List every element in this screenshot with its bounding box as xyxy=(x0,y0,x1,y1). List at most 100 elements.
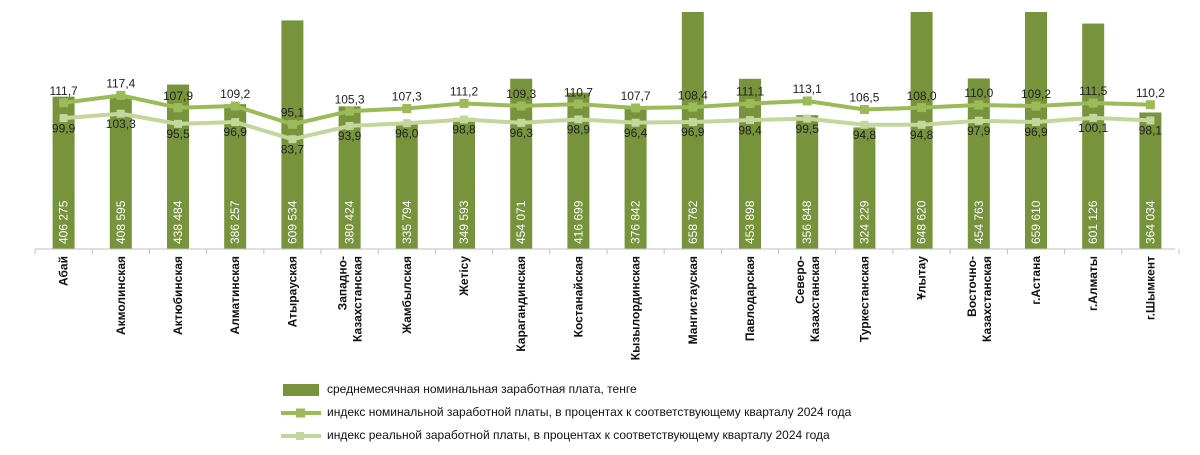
bar-value-label: 416 699 xyxy=(571,200,585,244)
category-label: Абай xyxy=(57,256,71,286)
real-index-label: 99,5 xyxy=(796,122,820,136)
real-index-label: 98,1 xyxy=(1139,124,1163,138)
category-label: Жамбылская xyxy=(400,256,414,335)
series-line xyxy=(63,93,1151,127)
series-marker xyxy=(1145,100,1155,110)
nominal-index-label: 110,7 xyxy=(564,85,593,99)
bar-value-label: 658 762 xyxy=(686,200,700,244)
bar-value-label: 453 898 xyxy=(743,200,757,244)
series-marker xyxy=(917,103,927,113)
real-index-label: 98,8 xyxy=(452,123,476,137)
series-marker xyxy=(230,101,240,111)
category-label: Казахстанская xyxy=(980,256,994,342)
series-marker xyxy=(402,104,412,114)
legend-label: среднемесячная номинальная заработная пл… xyxy=(327,382,637,396)
category-label: Карагандинская xyxy=(514,256,528,352)
real-index-label: 98,9 xyxy=(567,123,591,137)
series-marker xyxy=(345,121,354,130)
series-marker xyxy=(974,100,984,110)
series-marker xyxy=(116,109,125,118)
series-marker xyxy=(287,119,297,129)
real-index-label: 97,9 xyxy=(967,124,991,138)
bar xyxy=(338,106,361,249)
series-marker xyxy=(1032,118,1040,127)
real-index-label: 94,8 xyxy=(910,128,934,142)
bar-value-label: 408 595 xyxy=(114,200,128,244)
nominal-index-label: 105,3 xyxy=(335,92,365,106)
bar xyxy=(1025,12,1047,249)
real-index-label: 94,8 xyxy=(853,128,877,142)
real-index-label: 96,4 xyxy=(624,126,648,140)
bar xyxy=(167,84,189,249)
real-index-label: 96,0 xyxy=(395,126,419,140)
series-marker xyxy=(1089,113,1098,122)
category-label: Мангистауская xyxy=(686,256,700,344)
nominal-index-label: 109,2 xyxy=(220,87,250,101)
category-label: Туркестанская xyxy=(857,256,871,342)
series-marker xyxy=(746,116,754,125)
bars-layer xyxy=(52,12,1162,250)
nominal-index-label: 95,1 xyxy=(281,106,305,120)
series-marker xyxy=(345,106,355,116)
category-label: Кызылординская xyxy=(629,256,643,360)
series-marker xyxy=(574,115,583,124)
bar-value-label: 380 424 xyxy=(343,200,357,244)
category-label: Казахстанская xyxy=(351,256,365,342)
category-label: Алматинская xyxy=(228,256,242,335)
bar-value-label: 454 071 xyxy=(514,200,528,244)
series-marker xyxy=(517,118,526,127)
bar-value-label: 659 610 xyxy=(1029,200,1043,244)
nominal-index-label: 108,4 xyxy=(678,88,708,102)
category-label: г.Шымкент xyxy=(1143,256,1157,320)
nominal-index-label: 106,5 xyxy=(849,91,879,105)
x-axis-ticks xyxy=(34,249,1180,254)
nominal-index-label: 109,3 xyxy=(506,87,536,101)
series-marker xyxy=(459,98,469,108)
bar xyxy=(281,20,304,250)
series-marker xyxy=(688,118,697,127)
real-index-label: 99,9 xyxy=(52,121,76,135)
series-marker xyxy=(917,120,926,129)
bar-value-label: 364 034 xyxy=(1143,200,1157,244)
category-label: г.Астана xyxy=(1029,256,1043,305)
bar xyxy=(567,92,590,249)
nominal-index-label: 107,7 xyxy=(621,89,651,103)
bar xyxy=(853,127,876,249)
bar-value-label: 648 620 xyxy=(915,200,929,244)
category-label: Актюбинская xyxy=(171,256,185,335)
series-marker xyxy=(59,98,69,108)
bar xyxy=(624,107,647,249)
series-marker xyxy=(631,118,640,127)
data-labels-layer: 406 275 408 595 438 484 386 257 609 534 380 4… xyxy=(49,77,1165,244)
bar-value-label: 601 126 xyxy=(1086,200,1100,244)
category-label: г.Алматы xyxy=(1086,256,1100,311)
real-index-label: 103,3 xyxy=(106,117,136,131)
series-marker xyxy=(860,120,869,129)
legend-label: индекс реальной заработной платы, в проц… xyxy=(327,428,830,442)
nominal-index-label: 109,2 xyxy=(1021,87,1051,101)
nominal-index-label: 117,4 xyxy=(106,77,135,91)
legend-swatch-real-marker xyxy=(296,432,304,440)
bar-value-label: 356 848 xyxy=(800,200,814,244)
series-marker xyxy=(59,114,68,123)
bar-value-label: 406 275 xyxy=(57,200,71,244)
nominal-index-label: 111,5 xyxy=(1079,84,1108,98)
legend: среднемесячная номинальная заработная пл… xyxy=(281,382,852,442)
series-marker xyxy=(974,116,983,125)
category-label: Северо- xyxy=(793,256,807,304)
category-label: Жетісу xyxy=(457,256,471,297)
legend-swatch-nominal-marker xyxy=(296,408,305,418)
series-marker xyxy=(460,115,468,124)
bar-value-label: 349 593 xyxy=(457,200,471,244)
category-label: Восточно- xyxy=(965,256,979,317)
category-label: Павлодарская xyxy=(743,256,757,341)
series-marker xyxy=(745,99,755,109)
category-label: Ұлытау xyxy=(915,256,929,300)
bar xyxy=(796,115,819,249)
real-index-label: 83,7 xyxy=(281,142,305,156)
bar xyxy=(910,12,933,249)
series-marker xyxy=(288,135,297,144)
bar-value-label: 386 257 xyxy=(228,200,242,244)
nominal-index-label: 111,7 xyxy=(49,84,78,98)
